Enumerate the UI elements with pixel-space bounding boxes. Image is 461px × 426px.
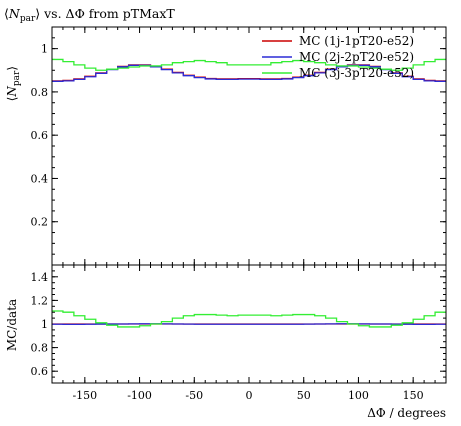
x-tick-label: 100 [348,389,369,402]
ratio-ticks: 0.6 0.8 1 1.2 1.4 -150 -100 -50 0 50 100 150 [31,264,447,402]
title-sub: par [20,14,36,24]
legend-label: MC (1j-1pT20-e52) [299,34,414,48]
ratio-plot-frame [51,264,447,384]
ylabel-sub: par [12,70,22,86]
ratio-series-layer [52,310,446,328]
ratio-xlabel: ΔΦ / degrees [367,406,446,420]
y-tick-label: 0.8 [31,86,49,99]
y-tick-label: 1 [41,43,48,56]
ylabel-post: ⟩ [5,66,19,71]
y-tick-label: 0.6 [31,129,49,142]
title-pre: ⟨ [4,6,9,21]
x-tick-label: 0 [246,389,253,402]
main-series-layer [52,58,446,82]
legend: MC (1j-1pT20-e52) MC (2j-2pT20-e52) MC (3j… [262,34,414,80]
ratio-ylabel: MC/data [5,299,19,351]
ylabel-pre: ⟨ [5,97,19,102]
legend-label: MC (2j-2pT20-e52) [299,50,414,64]
title-var: N [8,6,21,21]
x-tick-label: 150 [403,389,424,402]
y-tick-label: 1.2 [31,294,49,307]
y-tick-label: 1 [41,318,48,331]
main-series-3 [52,58,446,71]
y-tick-label: 0.6 [31,365,49,378]
x-tick-label: -100 [127,389,152,402]
main-title: ⟨Npar⟩ vs. ΔΦ from pTMaxT [4,6,175,24]
y-tick-label: 0.4 [31,172,49,185]
legend-label: MC (3j-3pT20-e52) [299,66,414,80]
ratio-series-3 [52,310,446,328]
x-tick-label: -50 [185,389,203,402]
y-tick-label: 0.2 [31,216,49,229]
y-tick-label: 1.4 [31,271,49,284]
x-tick-label: -150 [72,389,97,402]
main-ylabel: ⟨Npar⟩ [5,66,22,101]
ratio-series-2 [52,323,446,325]
title-post: ⟩ vs. ΔΦ from pTMaxT [35,6,175,21]
x-tick-label: 50 [297,389,311,402]
y-tick-label: 0.8 [31,342,49,355]
ylabel-var: N [5,86,19,98]
